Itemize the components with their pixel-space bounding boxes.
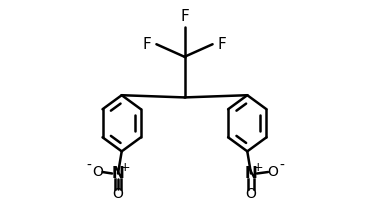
Text: O: O bbox=[245, 187, 256, 201]
Text: O: O bbox=[268, 165, 279, 179]
Text: N: N bbox=[245, 166, 257, 181]
Text: F: F bbox=[218, 37, 227, 52]
Text: O: O bbox=[113, 187, 124, 201]
Text: -: - bbox=[86, 159, 91, 173]
Text: +: + bbox=[120, 161, 131, 174]
Text: F: F bbox=[142, 37, 151, 52]
Text: F: F bbox=[180, 8, 189, 24]
Text: -: - bbox=[280, 159, 284, 173]
Text: N: N bbox=[112, 166, 124, 181]
Text: +: + bbox=[253, 161, 264, 174]
Text: O: O bbox=[92, 165, 103, 179]
